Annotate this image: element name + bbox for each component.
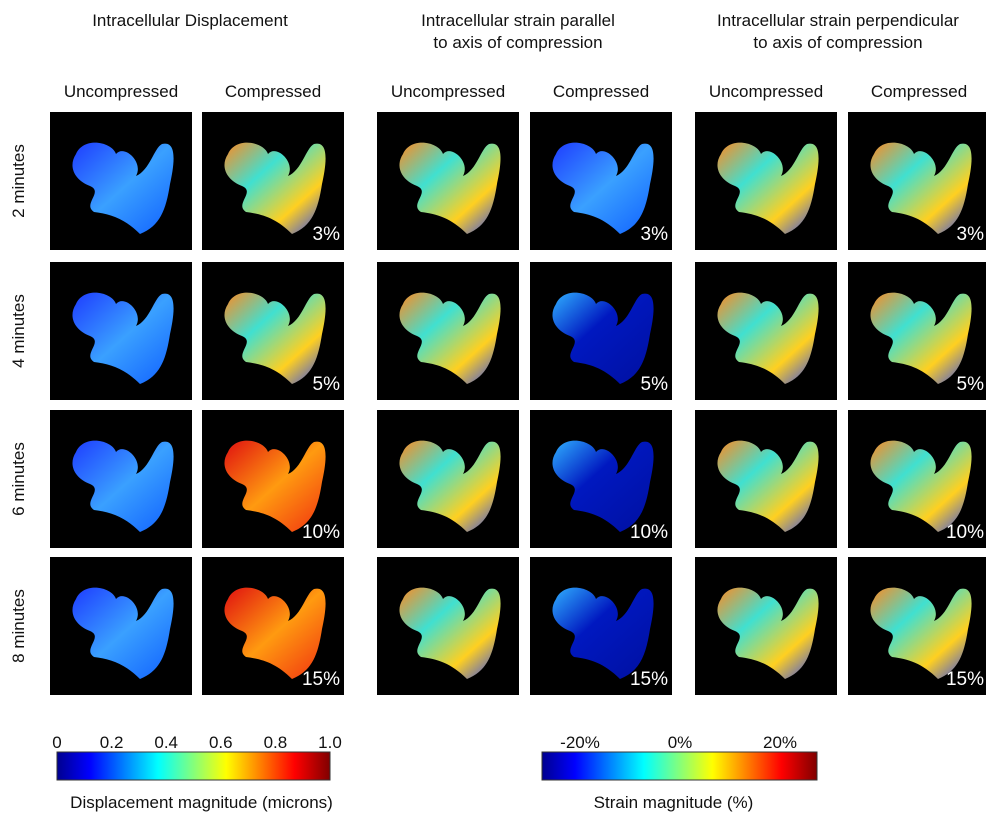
column-label: Uncompressed — [64, 82, 178, 101]
column-label: Compressed — [553, 82, 649, 101]
colorbar — [57, 752, 330, 780]
colorbar-tick-label: 1.0 — [318, 733, 342, 752]
row-label: 8 minutes — [9, 589, 28, 663]
figure: Intracellular Displacement Uncompressed Co… — [0, 0, 986, 814]
group-title: Intracellular strain parallel — [421, 11, 615, 30]
compression-label: 5% — [641, 374, 669, 395]
colorbar-tick-label: 0.8 — [264, 733, 288, 752]
group-title: to axis of compression — [433, 33, 602, 52]
column-label: Uncompressed — [709, 82, 823, 101]
colorbar-tick-label: 0.2 — [100, 733, 124, 752]
row-label: 2 minutes — [9, 144, 28, 218]
compression-label: 10% — [302, 522, 340, 543]
compression-label: 10% — [630, 522, 668, 543]
compression-label: 10% — [946, 522, 984, 543]
compression-label: 3% — [957, 224, 985, 245]
row-label: 4 minutes — [9, 294, 28, 368]
compression-label: 3% — [641, 224, 669, 245]
compression-label: 5% — [957, 374, 985, 395]
compression-label: 15% — [946, 669, 984, 690]
colorbar-tick-label: 0 — [52, 733, 61, 752]
group-title: Intracellular Displacement — [92, 11, 288, 30]
group-title: to axis of compression — [753, 33, 922, 52]
colorbar-label: Displacement magnitude (microns) — [70, 793, 333, 812]
colorbar-label: Strain magnitude (%) — [594, 793, 754, 812]
compression-label: 5% — [313, 374, 341, 395]
column-label: Uncompressed — [391, 82, 505, 101]
group-title: Intracellular strain perpendicular — [717, 11, 959, 30]
colorbar-tick-label: 20% — [763, 733, 797, 752]
column-label: Compressed — [871, 82, 967, 101]
colorbar-tick-label: 0% — [668, 733, 693, 752]
row-label: 6 minutes — [9, 442, 28, 516]
colorbar-tick-label: 0.6 — [209, 733, 233, 752]
compression-label: 15% — [630, 669, 668, 690]
compression-label: 3% — [313, 224, 341, 245]
colorbar-tick-label: 0.4 — [154, 733, 178, 752]
colorbar — [542, 752, 817, 780]
column-label: Compressed — [225, 82, 321, 101]
colorbar-tick-label: -20% — [560, 733, 600, 752]
compression-label: 15% — [302, 669, 340, 690]
